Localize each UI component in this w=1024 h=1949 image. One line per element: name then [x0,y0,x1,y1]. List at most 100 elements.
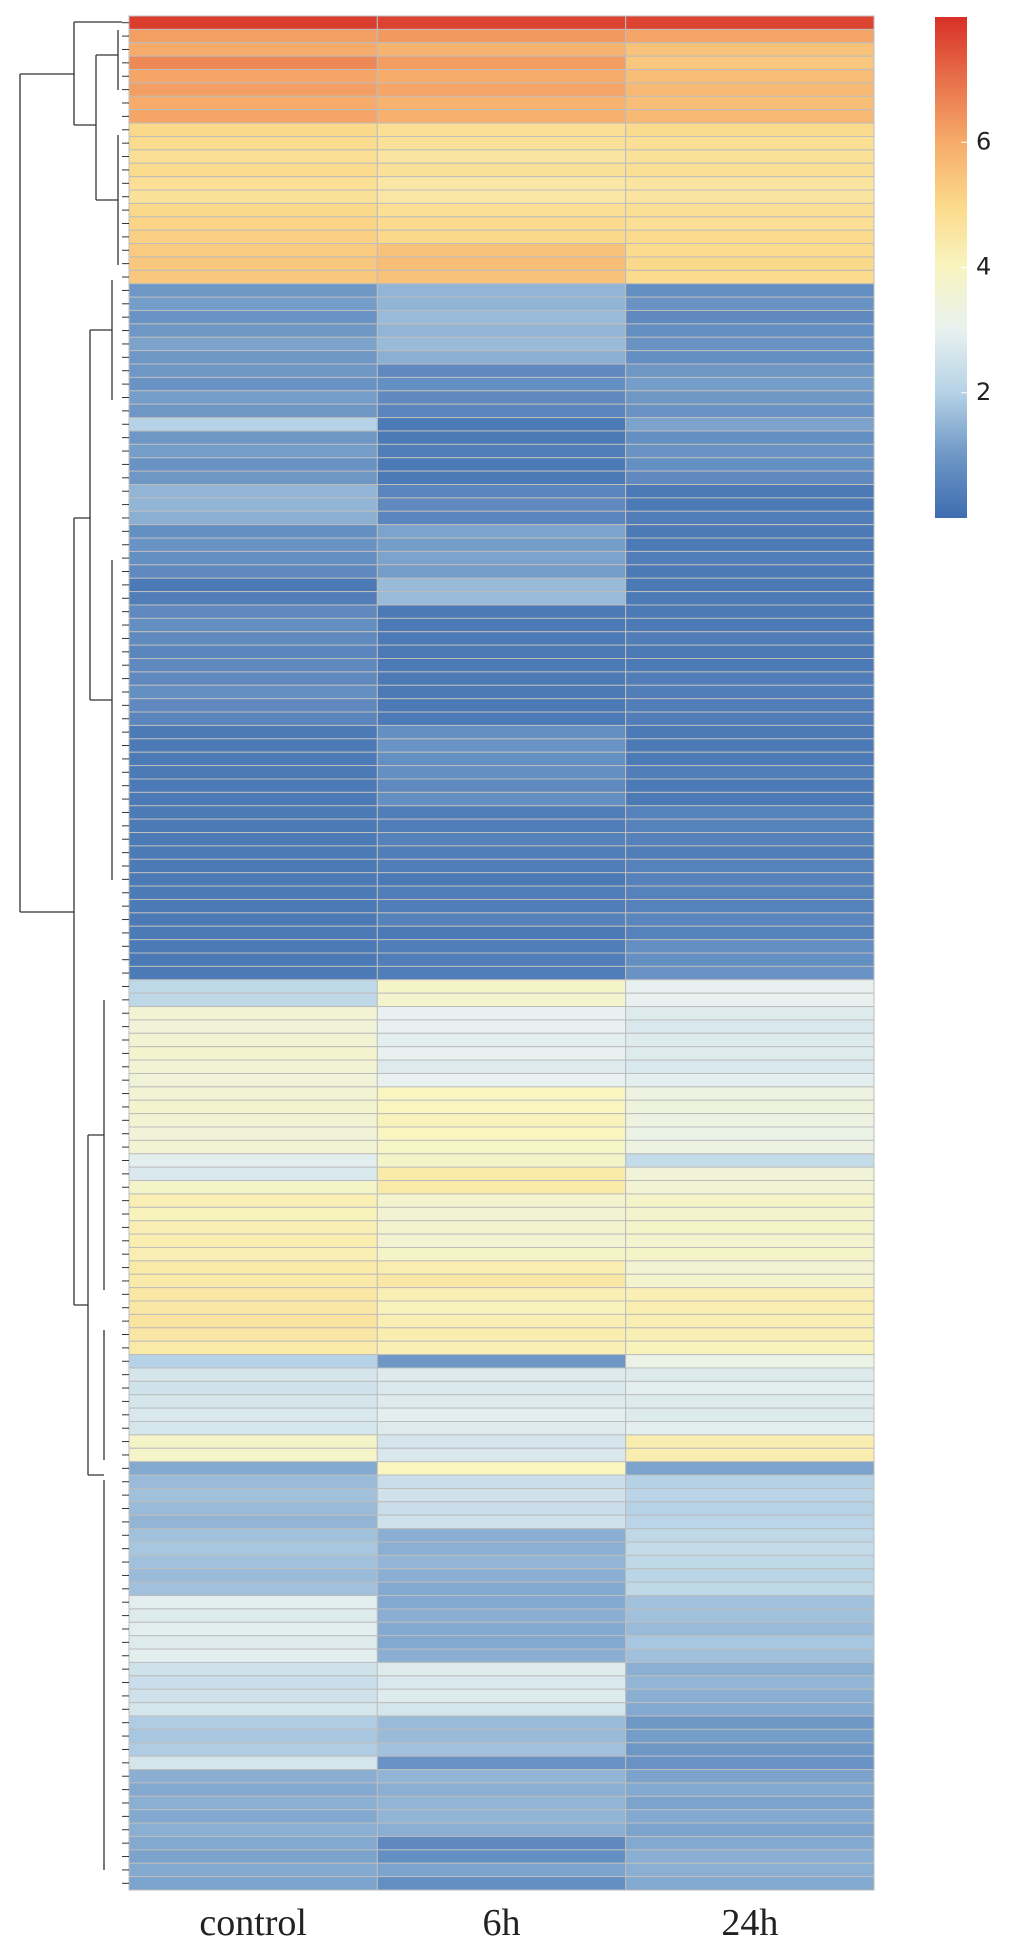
heatmap-cell [376,1407,627,1422]
heatmap-cell [625,858,875,874]
heatmap-cell [376,1233,627,1248]
heatmap-cell [625,925,875,941]
heatmap-cell [128,832,378,847]
heatmap-cell [376,992,627,1008]
heatmap-cell [128,724,378,740]
heatmap-cell [128,15,378,30]
heatmap-cell [376,979,627,994]
heatmap-cell [376,283,627,298]
heatmap-cell [376,1487,627,1503]
heatmap-cell [625,417,875,432]
heatmap-cell [376,1728,627,1744]
heatmap-cell [128,1795,378,1811]
heatmap-cell [625,1287,875,1302]
heatmap-cell [128,765,378,780]
heatmap-cell [376,952,627,967]
heatmap-cell [376,564,627,579]
heatmap-cell [376,484,627,499]
heatmap-cell [376,617,627,633]
heatmap-cell [625,363,875,378]
heatmap-cell [625,684,875,700]
heatmap-cell [625,1126,875,1141]
heatmap-cell [128,1501,378,1516]
heatmap-cell [376,1702,627,1717]
heatmap-cell [625,791,875,807]
heatmap-cell [128,176,378,191]
heatmap-cell [128,1487,378,1503]
heatmap-cell [376,1835,627,1851]
heatmap-cell [128,1581,378,1597]
heatmap-cell [625,1447,875,1463]
heatmap-cell [625,805,875,820]
heatmap-cell [625,965,875,981]
heatmap-cell [625,671,875,686]
heatmap-cell [625,524,875,539]
heatmap-cell [625,885,875,900]
heatmap-cell [625,1849,875,1864]
heatmap-cell [625,336,875,352]
heatmap-cell [376,1541,627,1556]
heatmap-cell [376,1755,627,1771]
heatmap-cell [376,1501,627,1516]
dendrogram-branch [73,280,113,1305]
heatmap-cell [376,1166,627,1182]
heatmap-cell [128,1661,378,1677]
heatmap-cell [128,1715,378,1730]
heatmap-cell [625,1608,875,1623]
heatmap-cell [625,992,875,1008]
heatmap-cell [625,189,875,204]
heatmap-cell [128,524,378,539]
heatmap-cell [376,1059,627,1074]
heatmap-cell [128,1554,378,1570]
heatmap-cell [376,1608,627,1623]
heatmap-cell [625,631,875,646]
heatmap-cell [128,1367,378,1382]
heatmap-cell [376,1809,627,1824]
heatmap-cell [625,1233,875,1248]
heatmap-cell [625,577,875,593]
heatmap-cell [376,135,627,151]
heatmap-cell [376,1514,627,1530]
heatmap-cell [625,1421,875,1436]
heatmap-cell [128,1447,378,1463]
heatmap-cell [128,1394,378,1409]
heatmap-cell [625,1595,875,1610]
heatmap-cell [625,28,875,44]
heatmap-cell [376,376,627,392]
heatmap-cell [376,1434,627,1449]
heatmap-cell [128,1528,378,1543]
heatmap-cell [376,497,627,512]
heatmap-cell [128,1086,378,1101]
heatmap-cell [625,1300,875,1315]
heatmap-cell [128,845,378,860]
heatmap-cell [128,55,378,71]
heatmap-cell [128,1380,378,1396]
heatmap-cell [128,1139,378,1155]
heatmap-cell [625,1568,875,1583]
heatmap-cell [376,1421,627,1436]
heatmap-cell [128,1434,378,1449]
heatmap-cell [376,1313,627,1329]
heatmap-cell [128,417,378,432]
heatmap-cell [376,1220,627,1235]
heatmap-cell [625,912,875,927]
heatmap-cell [625,1099,875,1115]
colorbar-tick-label: 6 [976,127,991,155]
heatmap-cell [625,1648,875,1663]
heatmap-cell [376,671,627,686]
heatmap-cell [625,724,875,740]
heatmap-cell [376,109,627,124]
heatmap-cell [625,1782,875,1797]
heatmap-cell [376,898,627,914]
heatmap-cell [376,15,627,30]
heatmap-cell [625,604,875,619]
heatmap-cell [376,939,627,954]
heatmap-cell [376,1273,627,1289]
heatmap-cell [128,1876,378,1891]
heatmap-cell [625,564,875,579]
heatmap-cell [128,1835,378,1851]
heatmap-cell [128,216,378,231]
heatmap-cell [128,939,378,954]
heatmap-cell [625,243,875,258]
